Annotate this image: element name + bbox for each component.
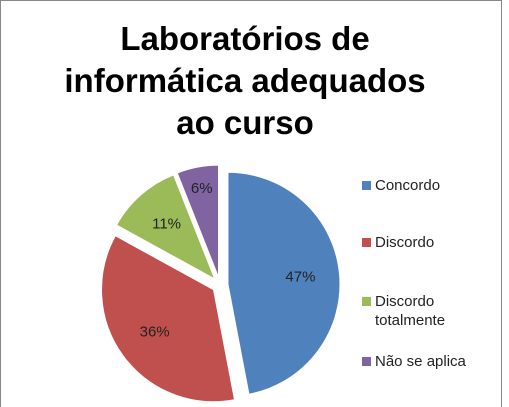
pie-slice — [115, 174, 216, 281]
pie-slice — [227, 171, 341, 395]
legend-swatch — [362, 238, 371, 247]
legend-label: Discordo totalmente — [375, 293, 446, 329]
pie-slice — [176, 164, 220, 278]
data-label: 11% — [152, 215, 181, 232]
chart-title: Laboratórios de informática adequados ao… — [64, 20, 426, 141]
data-label: 36% — [140, 323, 170, 340]
legend-swatch — [362, 357, 371, 366]
data-label: 47% — [285, 268, 315, 285]
pie-slice — [101, 235, 236, 403]
legend-label: Concordo — [375, 177, 441, 194]
legend-label: Não se aplica — [375, 353, 466, 370]
legend-label: Discordo — [375, 234, 435, 251]
data-label: 6% — [191, 180, 213, 197]
legend-swatch — [362, 297, 371, 306]
legend-swatch — [362, 181, 371, 190]
